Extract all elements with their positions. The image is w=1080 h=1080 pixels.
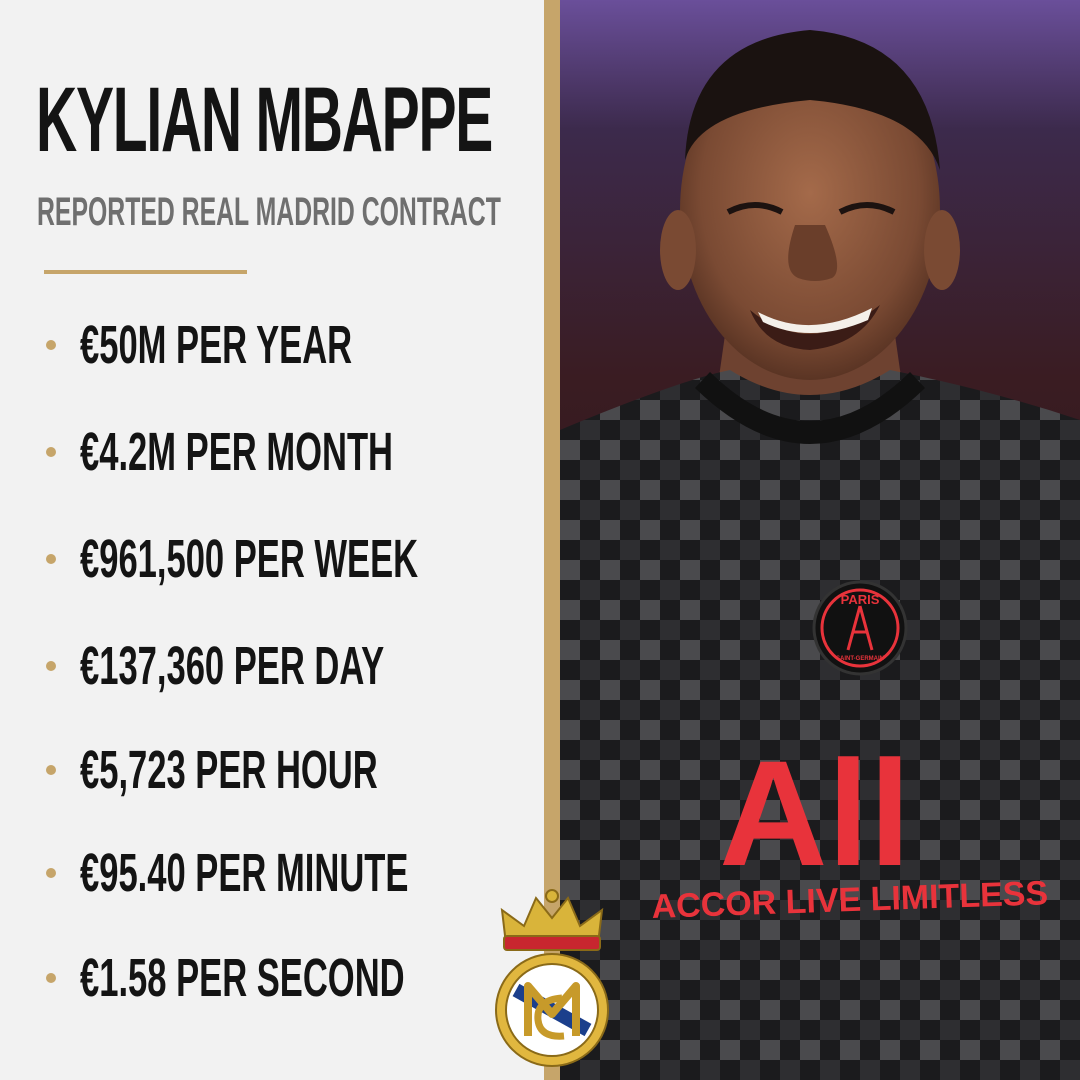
stat-item-day: €137,360 PER DAY [46,636,555,696]
real-madrid-crest-icon [484,888,620,1068]
gold-dot-icon [46,661,56,671]
left-panel: KYLIAN MBAPPE REPORTED REAL MADRID CONTR… [36,69,545,1005]
stat-text: €1.58 PER SECOND [80,948,405,1008]
gold-dot-icon [46,765,56,775]
stat-text: €137,360 PER DAY [80,636,385,696]
stat-item-hour: €5,723 PER HOUR [46,740,545,800]
gold-divider [44,270,247,274]
stat-text: €5,723 PER HOUR [80,740,378,800]
stat-item-month: €4.2M PER MONTH [46,422,569,482]
psg-crest-subtext: SAINT-GERMAIN [836,656,884,662]
stat-text: €961,500 PER WEEK [80,529,419,589]
stat-text: €50M PER YEAR [80,315,353,375]
sponsor-logo: All [719,729,911,897]
psg-crest-text: PARIS [841,592,880,607]
stat-text: €4.2M PER MONTH [80,422,394,482]
gold-dot-icon [46,554,56,564]
gold-dot-icon [46,340,56,350]
psg-crest-icon: PARIS SAINT-GERMAIN [812,580,908,676]
stat-item-year: €50M PER YEAR [46,315,505,375]
gold-dot-icon [46,447,56,457]
stat-item-week: €961,500 PER WEEK [46,529,608,589]
player-photo: PARIS SAINT-GERMAIN All ACCOR LIVE LIMIT… [560,0,1080,1080]
gold-dot-icon [46,868,56,878]
stat-text: €95.40 PER MINUTE [80,843,409,903]
gold-stripe [544,0,560,1080]
stat-item-minute: €95.40 PER MINUTE [46,843,593,903]
page-subtitle: REPORTED REAL MADRID CONTRACT [37,190,501,234]
gold-dot-icon [46,973,56,983]
page-title: KYLIAN MBAPPE [36,69,493,171]
stat-item-second: €1.58 PER SECOND [46,948,587,1008]
